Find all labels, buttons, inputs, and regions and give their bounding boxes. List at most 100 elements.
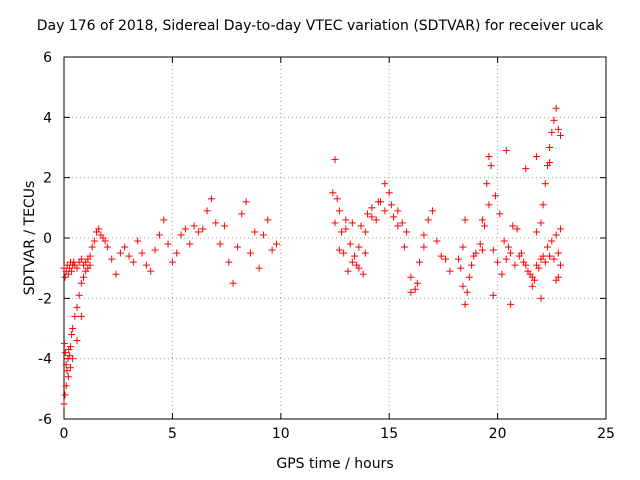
data-point <box>342 225 350 233</box>
data-point <box>255 264 263 272</box>
data-point <box>344 267 352 275</box>
data-point <box>212 219 220 227</box>
data-point <box>535 264 543 272</box>
data-point <box>541 258 549 266</box>
data-point <box>229 279 237 287</box>
x-tick-label: 5 <box>168 426 177 442</box>
data-point <box>546 252 554 260</box>
data-point <box>66 352 74 360</box>
data-point <box>504 243 512 251</box>
data-point <box>95 225 103 233</box>
data-point <box>71 312 79 320</box>
data-point <box>108 255 116 263</box>
data-point <box>550 116 558 124</box>
chart-title: Day 176 of 2018, Sidereal Day-to-day VTE… <box>36 18 604 34</box>
data-point <box>194 228 202 236</box>
data-point <box>411 285 419 293</box>
data-point <box>60 400 68 408</box>
data-point <box>491 192 499 200</box>
data-point <box>246 249 254 257</box>
data-point <box>394 222 402 230</box>
data-point <box>62 361 70 369</box>
data-point <box>400 243 408 251</box>
data-point <box>552 104 560 112</box>
data-point <box>77 255 85 263</box>
data-point <box>489 291 497 299</box>
data-point <box>272 240 280 248</box>
data-point <box>556 131 564 139</box>
data-point <box>429 207 437 215</box>
data-point <box>88 243 96 251</box>
data-point <box>216 240 224 248</box>
y-tick-label: 4 <box>43 110 52 126</box>
data-point <box>355 243 363 251</box>
data-point <box>543 243 551 251</box>
data-point <box>233 243 241 251</box>
data-point <box>138 249 146 257</box>
data-point <box>348 219 356 227</box>
data-point <box>225 258 233 266</box>
data-point <box>442 255 450 263</box>
y-tick-label: -4 <box>38 352 52 368</box>
data-point <box>539 252 547 260</box>
data-point <box>340 249 348 257</box>
data-point <box>259 231 267 239</box>
data-point <box>546 144 554 151</box>
data-point <box>537 294 545 302</box>
data-point <box>342 216 350 224</box>
data-point <box>472 249 480 257</box>
data-point <box>61 391 69 399</box>
data-point <box>368 213 376 221</box>
data-point <box>164 240 172 248</box>
data-point <box>364 210 372 218</box>
data-point <box>73 264 81 272</box>
data-point <box>101 237 109 245</box>
data-point <box>478 216 486 224</box>
data-point <box>507 300 515 308</box>
data-point <box>155 231 163 239</box>
data-point <box>530 276 538 284</box>
data-point <box>142 261 150 269</box>
data-point <box>73 337 81 345</box>
data-point <box>67 343 75 351</box>
data-point <box>125 252 133 260</box>
data-point <box>73 303 81 311</box>
data-point <box>522 165 530 173</box>
data-point <box>500 237 508 245</box>
data-point <box>67 364 75 372</box>
data-point <box>483 180 491 188</box>
data-point <box>346 240 354 248</box>
data-point <box>190 222 198 230</box>
data-point <box>463 288 471 296</box>
y-tick-label: 0 <box>43 231 52 247</box>
data-point <box>372 216 380 224</box>
data-point <box>64 270 72 278</box>
data-point <box>459 282 467 290</box>
data-point <box>238 210 246 218</box>
data-point <box>361 249 369 257</box>
data-point <box>69 325 77 332</box>
x-tick-label: 20 <box>489 426 507 442</box>
data-point <box>151 246 159 254</box>
data-point <box>403 228 411 236</box>
data-point <box>511 261 519 269</box>
data-point <box>385 189 393 197</box>
data-point <box>333 195 341 203</box>
data-point <box>496 210 504 218</box>
y-tick-label: -2 <box>38 291 52 307</box>
data-point <box>548 128 556 136</box>
data-point <box>335 246 343 254</box>
data-point <box>361 228 369 236</box>
data-point <box>186 240 194 248</box>
data-point <box>533 153 541 161</box>
data-point <box>522 261 530 269</box>
data-point <box>487 162 495 170</box>
data-point <box>338 228 346 236</box>
data-point <box>407 288 415 296</box>
data-point <box>112 270 120 278</box>
data-point <box>424 216 432 224</box>
data-point <box>203 207 211 215</box>
data-point <box>489 246 497 254</box>
data-point <box>61 349 69 357</box>
